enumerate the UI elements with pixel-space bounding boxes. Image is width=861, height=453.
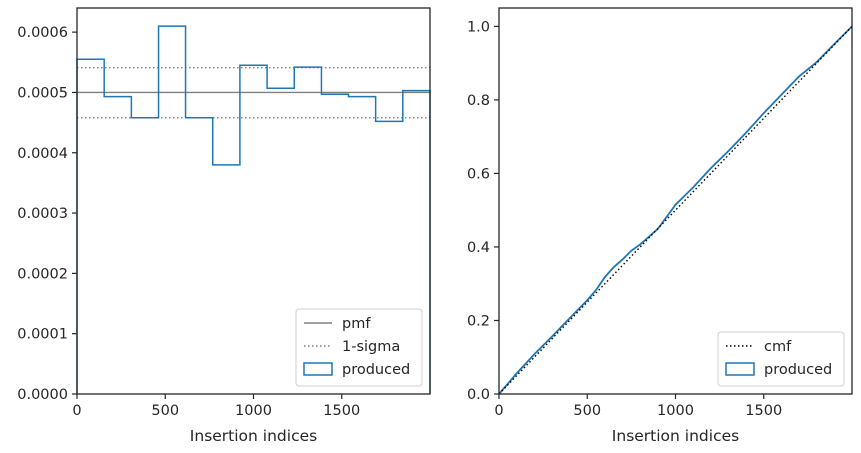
left-chart-histogram: 0 500 1000 1500 0.0000 0.0001 0.0002 0.0003 0.00… [17, 7, 431, 445]
left-produced-histogram [76, 25, 431, 394]
right-x-tick-label: 500 [573, 403, 601, 419]
left-legend-label: produced [342, 362, 410, 378]
right-x-tick-label: 1500 [745, 403, 782, 419]
left-y-tick-label: 0.0001 [17, 327, 68, 343]
right-plot-frame [498, 7, 853, 395]
right-legend-label: cmf [764, 339, 792, 355]
left-y-tick-label: 0.0005 [17, 85, 68, 101]
right-y-tick-label: 0.6 [467, 166, 490, 182]
right-legend-label: produced [764, 362, 832, 378]
right-y-tick-label: 1.0 [467, 19, 490, 35]
left-x-tick-label: 500 [151, 403, 179, 419]
left-y-tick-label: 0.0004 [17, 146, 68, 162]
left-y-tick-label: 0.0002 [17, 266, 68, 282]
right-legend-handle-produced [725, 362, 755, 376]
right-y-tick-label: 0.2 [467, 313, 490, 329]
right-y-tick-label: 0.4 [467, 240, 490, 256]
right-y-tick-label: 0.0 [467, 387, 490, 403]
right-legend-box [717, 331, 845, 387]
left-y-tick-label: 0.0003 [17, 206, 68, 222]
right-legend: cmf produced [717, 331, 845, 387]
left-y-tick-label: 0.0000 [17, 387, 68, 403]
left-plot-frame [76, 7, 431, 395]
left-x-axis-label: Insertion indices [190, 427, 317, 445]
right-x-tick-label: 0 [494, 403, 503, 419]
right-chart-cumulative: 0 500 1000 1500 0.0 0.2 0.4 0.6 0.8 1.0 Insertion … [467, 7, 853, 445]
left-x-tick-label: 1500 [323, 403, 360, 419]
left-x-tick-label: 0 [72, 403, 81, 419]
right-produced-line [498, 25, 853, 395]
right-y-tick-label: 0.8 [467, 93, 490, 109]
left-y-tick-label: 0.0006 [17, 25, 68, 41]
left-legend-box [295, 308, 423, 387]
right-x-axis-label: Insertion indices [612, 427, 739, 445]
right-x-tick-label: 1000 [657, 403, 694, 419]
left-legend: pmf 1-sigma produced [295, 308, 423, 387]
left-x-tick-label: 1000 [235, 403, 272, 419]
left-legend-label: pmf [342, 316, 371, 332]
left-legend-handle-produced [303, 362, 333, 376]
left-legend-label: 1-sigma [342, 339, 400, 355]
right-cmf-line [498, 25, 853, 395]
